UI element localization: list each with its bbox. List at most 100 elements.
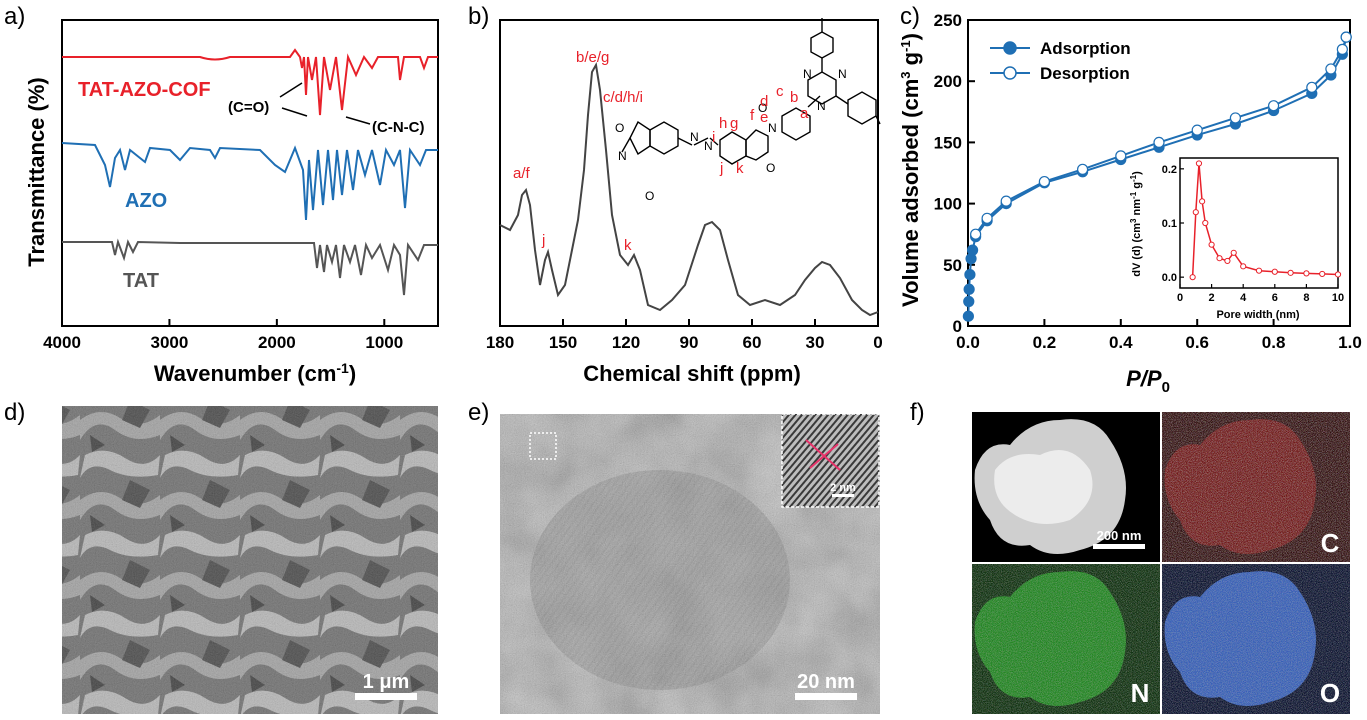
y-tick-label-c: 250 xyxy=(934,11,962,30)
pore-point xyxy=(1230,249,1237,256)
pore-point xyxy=(1208,241,1215,248)
panel-label-c: c) xyxy=(900,3,920,30)
svg-text:N: N xyxy=(838,67,847,81)
x-tick-label-a: 4000 xyxy=(43,333,81,352)
svg-text:N: N xyxy=(768,121,777,135)
panel-a: a) 4000 3000 2000 1000 Wavenumber (cm-1) Tr… xyxy=(4,3,439,386)
x-ticks-b: 180 150 120 90 60 30 0 xyxy=(486,319,883,352)
desorption-point xyxy=(1153,136,1165,148)
pore-point xyxy=(1334,271,1342,278)
desorption-point xyxy=(1336,43,1348,55)
peak-label-beg: b/e/g xyxy=(576,49,609,66)
scale-text-d: 1 μm xyxy=(363,671,410,693)
y-ticks-c: 0 50 100 150 200 250 xyxy=(934,11,975,336)
annotation-cnc: (C-N-C) xyxy=(372,119,424,136)
svg-text:e: e xyxy=(760,109,768,126)
x-ticks-c: 0.0 0.2 0.4 0.6 0.8 1.0 xyxy=(956,319,1362,352)
scale-bar-e xyxy=(795,693,857,700)
y-axis-title-c: Volume adsorbed (cm3 g-1) xyxy=(898,33,923,307)
panel-b: b) 180 150 120 90 60 30 0 Chemical shift (ppm)… xyxy=(468,3,883,386)
adsorption-point xyxy=(966,244,979,256)
svg-text:f: f xyxy=(750,107,755,124)
svg-text:k: k xyxy=(736,160,744,177)
svg-text:a: a xyxy=(800,105,809,122)
x-axis-title-c: P/P0 xyxy=(1126,366,1170,396)
series-label-tat: TAT xyxy=(123,270,159,292)
pore-point xyxy=(1199,198,1206,205)
pore-point xyxy=(1240,263,1247,270)
x-tick-label-b: 30 xyxy=(806,333,825,352)
inset-y-tick-label: 0.0 xyxy=(1162,272,1177,284)
x-tick-label-b: 150 xyxy=(549,333,577,352)
scale-bar-f xyxy=(1093,544,1145,549)
eds-label-o: O xyxy=(1320,678,1340,708)
peak-label-cdhi: c/d/h/i xyxy=(603,89,643,106)
pore-point xyxy=(1202,219,1209,227)
structure-atoms: N N N N N N N O O O O xyxy=(615,67,847,203)
adsorption-point xyxy=(963,283,975,295)
inset-x-tick-label: 0 xyxy=(1177,292,1183,304)
scale-text-f: 200 nm xyxy=(1097,528,1142,543)
pore-point xyxy=(1271,268,1278,275)
x-tick-label-c: 0.8 xyxy=(1262,333,1286,352)
x-tick-label-a: 3000 xyxy=(151,333,189,352)
desorption-point xyxy=(1306,81,1318,93)
panel-label-d: d) xyxy=(4,399,25,426)
svg-text:h: h xyxy=(719,115,727,132)
x-tick-label-c: 0.0 xyxy=(956,333,980,352)
arrow-cnc xyxy=(345,116,371,125)
inset-x-tick-label: 6 xyxy=(1272,292,1278,304)
annotation-co: (C=O) xyxy=(228,99,269,116)
x-tick-label-b: 90 xyxy=(680,333,699,352)
pore-point xyxy=(1216,255,1223,262)
pore-point xyxy=(1319,270,1326,278)
scale-text-e: 20 nm xyxy=(797,671,855,693)
x-tick-label-b: 120 xyxy=(612,333,640,352)
panel-label-b: b) xyxy=(468,3,489,30)
desorption-point xyxy=(1267,100,1280,112)
panel-e: e) 2 nm 20 nm xyxy=(468,399,880,714)
panel-label-e: e) xyxy=(468,399,489,426)
pore-point xyxy=(1287,269,1294,276)
svg-text:N: N xyxy=(618,149,627,163)
arrow-co-1 xyxy=(279,82,303,98)
svg-text:d: d xyxy=(760,93,768,110)
desorption-point xyxy=(1340,31,1352,43)
x-tick-label-c: 1.0 xyxy=(1338,333,1362,352)
svg-text:O: O xyxy=(766,161,775,175)
inset-x-tick-label: 2 xyxy=(1209,292,1215,304)
inset-x-title: Pore width (nm) xyxy=(1216,309,1299,321)
svg-text:i: i xyxy=(712,129,715,146)
legend-desorption: Desorption xyxy=(1040,64,1130,83)
desorption-point xyxy=(1000,195,1012,207)
x-tick-label-c: 0.2 xyxy=(1033,333,1057,352)
svg-text:b: b xyxy=(790,89,798,106)
x-tick-label-a: 1000 xyxy=(365,333,403,352)
x-ticks-a: 4000 3000 2000 1000 xyxy=(43,319,403,352)
svg-text:N: N xyxy=(690,130,699,144)
y-tick-label-c: 0 xyxy=(953,317,962,336)
inset-y-title: dV (d) (cm3 nm-1 g-1) xyxy=(1129,171,1143,277)
desorption-point xyxy=(1191,124,1203,136)
desorption-point xyxy=(1325,63,1337,75)
ir-series-tat-azo-cof xyxy=(62,48,438,116)
pore-distribution-points xyxy=(1189,160,1342,281)
pore-point xyxy=(1224,257,1231,265)
pore-point xyxy=(1195,160,1203,167)
adsorption-point xyxy=(964,268,976,281)
panel-label-f: f) xyxy=(910,399,925,426)
ir-series-azo xyxy=(61,142,438,221)
inset-y-tick-label: 0.2 xyxy=(1162,164,1177,176)
eds-label-c: C xyxy=(1321,528,1340,558)
svg-text:O: O xyxy=(645,189,654,203)
inset-x-tick-label: 4 xyxy=(1240,292,1247,304)
arrow-co-2 xyxy=(281,107,308,117)
desorption-point xyxy=(981,212,993,224)
series-label-azo: AZO xyxy=(125,190,167,212)
panel-f: f) 200 nm C N O xyxy=(910,399,1350,714)
eds-label-n: N xyxy=(1131,678,1150,708)
ir-series-tat xyxy=(62,238,438,296)
x-tick-label-c: 0.4 xyxy=(1109,333,1133,352)
